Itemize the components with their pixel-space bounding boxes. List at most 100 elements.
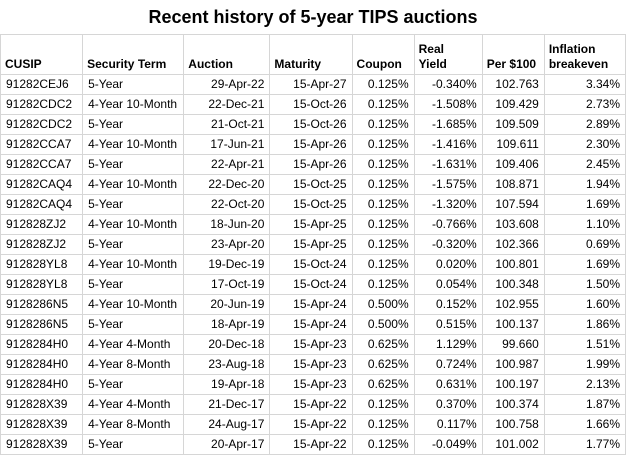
cell-per-100: 102.763 bbox=[481, 74, 545, 95]
column-header-real-yield: Real Yield bbox=[413, 34, 483, 75]
cell-cusip: 9128284H0 bbox=[0, 354, 84, 375]
page-title: Recent history of 5-year TIPS auctions bbox=[148, 6, 478, 27]
cell-coupon: 0.125% bbox=[351, 394, 415, 415]
cell-coupon: 0.625% bbox=[351, 334, 415, 355]
column-header-coupon: Coupon bbox=[351, 34, 415, 75]
cell-real-yield: -1.685% bbox=[413, 114, 483, 135]
table-row: 912828X39 5-Year 20-Apr-17 15-Apr-22 0.125% -… bbox=[0, 434, 626, 455]
cell-auction: 23-Apr-20 bbox=[183, 234, 271, 255]
cell-per-100: 109.509 bbox=[481, 114, 545, 135]
table-row: 91282CCA7 5-Year 22-Apr-21 15-Apr-26 0.125% -… bbox=[0, 154, 626, 175]
table-row: 912828YL8 5-Year 17-Oct-19 15-Oct-24 0.125% 0… bbox=[0, 274, 626, 295]
cell-cusip: 91282CDC2 bbox=[0, 94, 84, 115]
cell-cusip: 91282CAQ4 bbox=[0, 194, 84, 215]
cell-inflation-breakeven: 1.87% bbox=[543, 394, 626, 415]
cell-coupon: 0.125% bbox=[351, 154, 415, 175]
cell-per-100: 103.608 bbox=[481, 214, 545, 235]
cell-per-100: 108.871 bbox=[481, 174, 545, 195]
cell-security-term: 4-Year 10-Month bbox=[82, 174, 185, 195]
cell-cusip: 9128284H0 bbox=[0, 334, 84, 355]
cell-maturity: 15-Apr-23 bbox=[269, 334, 353, 355]
cell-real-yield: -0.766% bbox=[413, 214, 483, 235]
table-row: 91282CDC2 4-Year 10-Month 22-Dec-21 15-Oct-… bbox=[0, 94, 626, 115]
cell-inflation-breakeven: 2.73% bbox=[543, 94, 626, 115]
cell-security-term: 4-Year 10-Month bbox=[82, 294, 185, 315]
cell-per-100: 100.801 bbox=[481, 254, 545, 275]
cell-coupon: 0.125% bbox=[351, 94, 415, 115]
cell-real-yield: 0.515% bbox=[413, 314, 483, 335]
cell-real-yield: 0.631% bbox=[413, 374, 483, 395]
cell-auction: 22-Apr-21 bbox=[183, 154, 271, 175]
cell-per-100: 100.348 bbox=[481, 274, 545, 295]
cell-maturity: 15-Oct-25 bbox=[269, 174, 353, 195]
cell-real-yield: 0.152% bbox=[413, 294, 483, 315]
cell-inflation-breakeven: 1.77% bbox=[543, 434, 626, 455]
cell-per-100: 100.374 bbox=[481, 394, 545, 415]
cell-maturity: 15-Apr-24 bbox=[269, 314, 353, 335]
cell-security-term: 4-Year 8-Month bbox=[82, 414, 185, 435]
cell-real-yield: 0.370% bbox=[413, 394, 483, 415]
cell-security-term: 4-Year 4-Month bbox=[82, 334, 185, 355]
cell-maturity: 15-Oct-26 bbox=[269, 94, 353, 115]
cell-coupon: 0.625% bbox=[351, 374, 415, 395]
cell-security-term: 5-Year bbox=[82, 114, 185, 135]
cell-real-yield: -1.508% bbox=[413, 94, 483, 115]
cell-real-yield: -0.049% bbox=[413, 434, 483, 455]
cell-inflation-breakeven: 2.89% bbox=[543, 114, 626, 135]
cell-security-term: 5-Year bbox=[82, 74, 185, 95]
cell-security-term: 4-Year 10-Month bbox=[82, 254, 185, 275]
table-row: 91282CCA7 4-Year 10-Month 17-Jun-21 15-Apr-… bbox=[0, 134, 626, 155]
cell-auction: 24-Aug-17 bbox=[183, 414, 271, 435]
cell-real-yield: -1.631% bbox=[413, 154, 483, 175]
cell-auction: 29-Apr-22 bbox=[183, 74, 271, 95]
cell-security-term: 5-Year bbox=[82, 374, 185, 395]
cell-per-100: 101.002 bbox=[481, 434, 545, 455]
cell-coupon: 0.125% bbox=[351, 194, 415, 215]
cell-coupon: 0.125% bbox=[351, 414, 415, 435]
cell-per-100: 100.987 bbox=[481, 354, 545, 375]
cell-cusip: 912828YL8 bbox=[0, 274, 84, 295]
cell-security-term: 4-Year 10-Month bbox=[82, 214, 185, 235]
cell-maturity: 15-Apr-25 bbox=[269, 214, 353, 235]
cell-real-yield: -1.320% bbox=[413, 194, 483, 215]
cell-auction: 22-Dec-21 bbox=[183, 94, 271, 115]
cell-inflation-breakeven: 3.34% bbox=[543, 74, 626, 95]
table-row: 912828YL8 4-Year 10-Month 19-Dec-19 15-Oct-… bbox=[0, 254, 626, 275]
cell-per-100: 102.955 bbox=[481, 294, 545, 315]
column-header-per-100: Per $100 bbox=[481, 34, 545, 75]
cell-cusip: 912828ZJ2 bbox=[0, 214, 84, 235]
cell-maturity: 15-Oct-26 bbox=[269, 114, 353, 135]
cell-coupon: 0.125% bbox=[351, 134, 415, 155]
cell-real-yield: 0.054% bbox=[413, 274, 483, 295]
cell-inflation-breakeven: 1.86% bbox=[543, 314, 626, 335]
cell-auction: 23-Aug-18 bbox=[183, 354, 271, 375]
cell-maturity: 15-Apr-26 bbox=[269, 154, 353, 175]
cell-per-100: 109.611 bbox=[481, 134, 545, 155]
table-row: 9128284H0 4-Year 8-Month 23-Aug-18 15-Apr-2… bbox=[0, 354, 626, 375]
cell-auction: 17-Oct-19 bbox=[183, 274, 271, 295]
cell-inflation-breakeven: 1.69% bbox=[543, 254, 626, 275]
cell-per-100: 100.758 bbox=[481, 414, 545, 435]
cell-inflation-breakeven: 1.94% bbox=[543, 174, 626, 195]
cell-maturity: 15-Apr-23 bbox=[269, 354, 353, 375]
cell-inflation-breakeven: 2.13% bbox=[543, 374, 626, 395]
cell-coupon: 0.125% bbox=[351, 234, 415, 255]
cell-coupon: 0.125% bbox=[351, 174, 415, 195]
cell-coupon: 0.500% bbox=[351, 294, 415, 315]
cell-auction: 19-Apr-18 bbox=[183, 374, 271, 395]
column-header-security-term: Security Term bbox=[82, 34, 185, 75]
table-row: 9128284H0 4-Year 4-Month 20-Dec-18 15-Apr-2… bbox=[0, 334, 626, 355]
cell-auction: 21-Dec-17 bbox=[183, 394, 271, 415]
cell-per-100: 99.660 bbox=[481, 334, 545, 355]
cell-coupon: 0.125% bbox=[351, 74, 415, 95]
cell-real-yield: 1.129% bbox=[413, 334, 483, 355]
table-row: 9128286N5 5-Year 18-Apr-19 15-Apr-24 0.500% 0… bbox=[0, 314, 626, 335]
cell-maturity: 15-Apr-25 bbox=[269, 234, 353, 255]
cell-coupon: 0.125% bbox=[351, 274, 415, 295]
cell-per-100: 109.406 bbox=[481, 154, 545, 175]
cell-auction: 20-Jun-19 bbox=[183, 294, 271, 315]
cell-coupon: 0.125% bbox=[351, 214, 415, 235]
cell-cusip: 912828X39 bbox=[0, 434, 84, 455]
cell-inflation-breakeven: 1.99% bbox=[543, 354, 626, 375]
column-header-auction: Auction bbox=[183, 34, 271, 75]
